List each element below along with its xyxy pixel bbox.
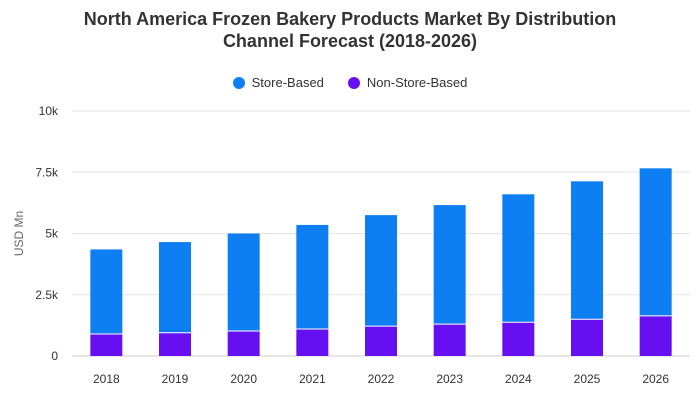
chart-legend: Store-Based Non-Store-Based bbox=[0, 75, 700, 90]
x-tick-label-2022: 2022 bbox=[368, 372, 395, 386]
y-tick-label-4: 10k bbox=[39, 104, 59, 118]
bar-store-based-2023[interactable] bbox=[433, 205, 466, 325]
bar-store-based-2025[interactable] bbox=[571, 181, 603, 320]
bar-store-based-2019[interactable] bbox=[159, 242, 191, 333]
legend-item-non-store-based[interactable]: Non-Store-Based bbox=[347, 75, 468, 90]
bar-store-based-2018[interactable] bbox=[90, 249, 123, 334]
x-tick-label-2023: 2023 bbox=[436, 372, 463, 386]
y-tick-label-1: 2.5k bbox=[35, 288, 59, 302]
chart-title-line-2: Channel Forecast (2018-2026) bbox=[222, 31, 478, 51]
bar-non-store-based-2020[interactable] bbox=[227, 331, 260, 356]
x-tick-label-2025: 2025 bbox=[574, 372, 601, 386]
x-tick-label-2020: 2020 bbox=[230, 372, 257, 386]
bar-non-store-based-2023[interactable] bbox=[433, 324, 466, 356]
bar-store-based-2022[interactable] bbox=[365, 215, 397, 327]
chart-title: North America Frozen Bakery Products Mar… bbox=[0, 8, 700, 52]
y-tick-label-0: 0 bbox=[51, 349, 58, 363]
x-tick-label-2021: 2021 bbox=[299, 372, 326, 386]
bar-store-based-2024[interactable] bbox=[502, 194, 535, 323]
legend-marker-store-based bbox=[232, 76, 245, 89]
bar-non-store-based-2026[interactable] bbox=[639, 315, 672, 356]
x-tick-label-2026: 2026 bbox=[642, 372, 669, 386]
bar-non-store-based-2019[interactable] bbox=[159, 332, 191, 356]
bar-non-store-based-2021[interactable] bbox=[296, 329, 329, 356]
y-tick-label-3: 7.5k bbox=[35, 165, 59, 179]
x-tick-label-2024: 2024 bbox=[505, 372, 532, 386]
bar-non-store-based-2024[interactable] bbox=[502, 322, 535, 356]
bar-non-store-based-2025[interactable] bbox=[571, 319, 603, 356]
legend-label-non-store-based: Non-Store-Based bbox=[366, 75, 468, 90]
bar-store-based-2021[interactable] bbox=[296, 224, 329, 330]
legend-label-store-based: Store-Based bbox=[251, 75, 324, 90]
chart-title-line-1: North America Frozen Bakery Products Mar… bbox=[83, 9, 617, 29]
x-tick-label-2018: 2018 bbox=[93, 372, 120, 386]
bar-store-based-2026[interactable] bbox=[639, 168, 672, 316]
x-tick-label-2019: 2019 bbox=[162, 372, 189, 386]
y-axis-title: USD Mn bbox=[12, 211, 26, 256]
y-tick-label-2: 5k bbox=[45, 227, 59, 241]
bar-non-store-based-2018[interactable] bbox=[90, 333, 123, 356]
legend-marker-non-store-based bbox=[347, 76, 360, 89]
bar-store-based-2020[interactable] bbox=[227, 233, 260, 332]
bar-non-store-based-2022[interactable] bbox=[365, 326, 397, 356]
legend-item-store-based[interactable]: Store-Based bbox=[232, 75, 324, 90]
